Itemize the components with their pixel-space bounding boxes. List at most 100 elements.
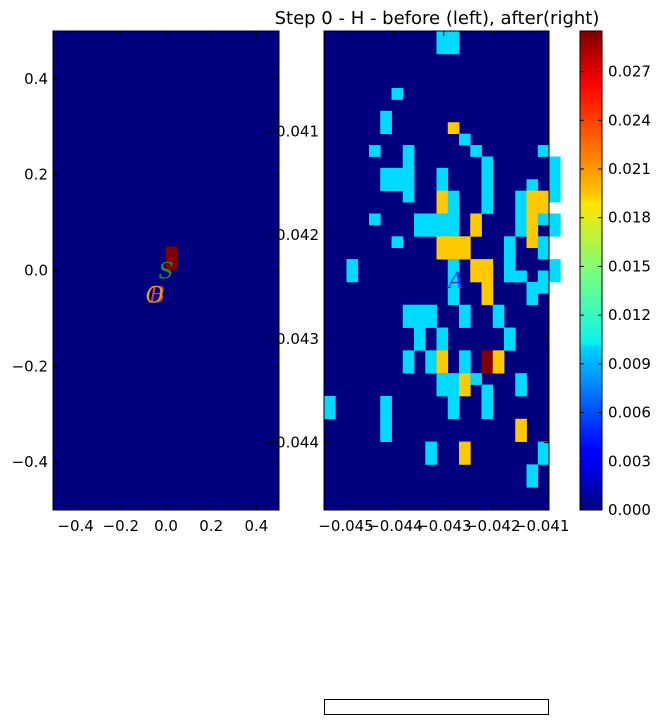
right-heatmap-cell: [380, 418, 392, 431]
right-heatmap-cell: [414, 224, 426, 237]
right-heatmap-cell: [324, 407, 336, 420]
right-heatmap-cell: [549, 259, 561, 271]
right-heatmap-cell: [470, 270, 482, 283]
right-heatmap-cell: [402, 350, 415, 363]
right-heatmap-cell: [447, 293, 460, 306]
right-heatmap-cell: [504, 247, 516, 260]
left-y-tick-label: −0.4: [12, 453, 48, 471]
right-heatmap-cell: [526, 281, 539, 294]
right-heatmap-cell: [346, 270, 359, 283]
right-heatmap-cell: [447, 190, 460, 203]
right-heatmap-cell: [515, 213, 527, 226]
right-heatmap-cell: [526, 224, 539, 237]
right-heatmap-cell: [414, 327, 426, 340]
right-heatmap-cell: [537, 247, 550, 260]
right-heatmap-cell: [470, 213, 482, 226]
right-heatmap-cell: [436, 384, 449, 397]
right-heatmap-cell: [436, 167, 449, 180]
right-heatmap-cell: [447, 373, 460, 385]
right-heatmap-cell: [425, 441, 437, 454]
left-annotations: SBO: [146, 260, 174, 309]
right-heatmap-cell: [447, 31, 460, 43]
left-heatmap-cell: [166, 246, 178, 271]
right-heatmap-cell: [459, 384, 471, 397]
right-heatmap-cell: [492, 350, 505, 363]
right-y-axis: −0.041 −0.042 −0.043 −0.044: [263, 123, 549, 452]
left-x-tick-label: 0.0: [154, 517, 178, 535]
right-heatmap-cell: [447, 407, 460, 420]
left-y-tick-label: 0.0: [24, 262, 48, 280]
right-heatmap-cell: [481, 293, 494, 306]
left-heatmap-cells: [166, 246, 178, 271]
right-y-tick-label: −0.041: [263, 123, 319, 141]
right-heatmap-cell: [537, 270, 550, 283]
colorbar-gradient: [579, 30, 603, 511]
right-heatmap-cell: [549, 190, 561, 203]
right-heatmap-cell: [537, 145, 550, 157]
colorbar-tick-label: 0.027: [608, 63, 651, 81]
right-plot-frame: [323, 30, 550, 511]
right-x-tick-label: −0.043: [416, 517, 472, 535]
right-heatmap-cell: [481, 179, 494, 192]
right-heatmap-cell: [414, 338, 426, 351]
colorbar-tick-label: 0.006: [608, 404, 651, 422]
colorbar-ticks: 0.000 0.003 0.006 0.009 0.012 0.015 0.018 0.021…: [580, 63, 651, 519]
right-heatmap-cell: [459, 441, 471, 454]
right-heatmap-cell: [447, 395, 460, 408]
colorbar: 0.000 0.003 0.006 0.009 0.012 0.015 0.018 0.021…: [579, 30, 651, 519]
right-heatmap-cell: [459, 133, 471, 146]
right-x-tick-label: −0.045: [318, 517, 374, 535]
colorbar-tick-label: 0.000: [608, 501, 651, 519]
right-x-axis: −0.045−0.044−0.043−0.042−0.041: [318, 31, 569, 535]
right-heatmap-cell: [369, 145, 381, 157]
left-annotation-b: B: [148, 283, 165, 308]
right-heatmap-cell: [436, 350, 449, 363]
right-heatmap-cell: [447, 213, 460, 226]
right-heatmap-cell: [526, 475, 539, 488]
right-heatmap-cell: [526, 179, 539, 192]
right-heatmap-cell: [549, 179, 561, 192]
right-heatmap-cell: [537, 452, 550, 465]
right-heatmap-cell: [470, 259, 482, 271]
slider-track[interactable]: [324, 699, 549, 715]
right-heatmap-cell: [447, 236, 460, 249]
right-heatmap-cell: [492, 316, 505, 328]
right-heatmap-cell: [526, 190, 539, 203]
right-heatmap-cell: [481, 361, 494, 374]
right-heatmap-cell: [436, 224, 449, 237]
right-annotations: A: [446, 269, 464, 294]
right-heatmap-cell: [481, 190, 494, 203]
right-heatmap-cell: [549, 156, 561, 169]
right-y-tick-label: −0.044: [263, 434, 319, 452]
left-annotation-o: O: [146, 283, 164, 308]
right-heatmap-cell: [459, 350, 471, 363]
right-heatmap-cell: [425, 452, 437, 465]
right-heatmap-cell: [481, 156, 494, 169]
right-heatmap-cell: [537, 202, 550, 214]
colorbar-tick-label: 0.003: [608, 452, 651, 470]
right-heatmap-cell: [447, 122, 460, 135]
right-heatmap-cell: [436, 327, 449, 340]
right-heatmap-cell: [436, 202, 449, 214]
left-y-tick-label: −0.2: [12, 357, 48, 375]
left-annotation-s: S: [158, 260, 173, 285]
right-heatmap-cells: [324, 31, 561, 488]
right-heatmap-cell: [459, 316, 471, 328]
right-heatmap-cell: [459, 452, 471, 465]
colorbar-tick-label: 0.012: [608, 306, 651, 324]
right-heatmap-cell: [515, 384, 527, 397]
right-heatmap-cell: [459, 304, 471, 317]
right-heatmap-cell: [515, 190, 527, 203]
right-heatmap-cell: [447, 259, 460, 271]
right-heatmap-cell: [436, 42, 449, 55]
right-y-tick-label: −0.043: [263, 330, 319, 348]
right-heatmap-cell: [425, 361, 437, 374]
right-heatmap-cell: [402, 316, 415, 328]
right-x-tick-label: −0.041: [514, 517, 570, 535]
right-x-tick-label: −0.042: [465, 517, 521, 535]
right-heatmap-cell: [549, 270, 561, 283]
right-heatmap-cell: [515, 270, 527, 283]
right-heatmap-cell: [504, 327, 516, 340]
right-heatmap-cell: [526, 213, 539, 226]
right-heatmap-cell: [425, 224, 437, 237]
